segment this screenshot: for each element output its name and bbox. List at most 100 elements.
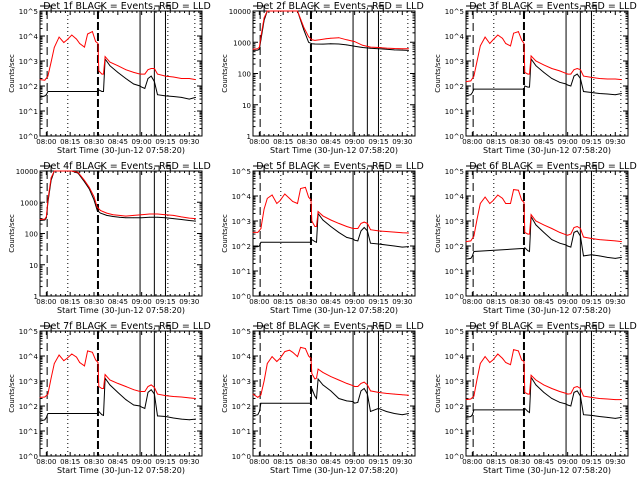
- data-point-lld: [523, 43, 525, 44]
- plot-frame: [39, 330, 203, 457]
- data-point-lld: [61, 170, 63, 172]
- data-point-events: [470, 257, 472, 259]
- data-point-lld: [614, 240, 616, 242]
- data-point-lld: [271, 356, 273, 357]
- data-point-events: [144, 408, 146, 409]
- data-point-events: [322, 219, 324, 221]
- interval-bracket: [40, 5, 52, 11]
- data-point-lld: [346, 39, 348, 41]
- y-tick-label: 10^4: [232, 353, 252, 361]
- data-point-events: [570, 85, 572, 87]
- data-point-lld: [599, 78, 600, 79]
- data-point-lld: [573, 227, 575, 228]
- data-point-lld: [346, 383, 348, 384]
- data-point-events: [573, 75, 575, 77]
- data-point-events: [591, 415, 592, 416]
- data-point-lld: [310, 358, 312, 359]
- data-point-events: [621, 416, 623, 418]
- x-axis-label: Start Time (30-Jun-12 07:58:20): [270, 466, 398, 475]
- x-tick-label: 08:30: [84, 458, 104, 466]
- data-point-events: [362, 47, 363, 48]
- data-point-events: [543, 231, 545, 233]
- interval-bracket: [253, 325, 265, 331]
- y-tick-label: 10^3: [19, 58, 38, 66]
- data-point-lld: [84, 365, 85, 367]
- x-tick-label: 09:00: [132, 458, 152, 466]
- data-point-events: [101, 91, 103, 92]
- x-tick-label: 08:45: [321, 298, 341, 306]
- data-point-events: [39, 96, 41, 98]
- data-point-events: [311, 388, 313, 389]
- y-tick-label: 10^5: [445, 168, 464, 176]
- data-point-lld: [133, 71, 135, 73]
- data-point-lld: [125, 386, 127, 387]
- data-point-events: [567, 404, 569, 406]
- chart-svg: Det 6f BLACK = Events, RED = LLD 08:00 08:…: [434, 161, 637, 315]
- series-line-lld: [253, 186, 409, 234]
- data-point-events: [149, 216, 150, 218]
- data-point-events: [551, 239, 553, 241]
- y-tick-label: 10^2: [445, 243, 464, 251]
- x-tick-label: 09:15: [155, 298, 175, 306]
- data-point-events: [527, 250, 529, 252]
- y-tick-label: 10^0: [445, 293, 464, 301]
- data-point-events: [47, 91, 49, 92]
- data-point-events: [338, 398, 340, 399]
- data-point-lld: [188, 78, 190, 79]
- data-point-lld: [260, 228, 262, 229]
- data-point-lld: [489, 362, 491, 363]
- data-point-lld: [529, 233, 530, 235]
- data-point-lld: [103, 388, 104, 389]
- data-point-events: [125, 217, 127, 219]
- data-point-lld: [95, 359, 96, 361]
- x-tick-label: 09:00: [132, 138, 152, 146]
- data-point-events: [47, 413, 49, 414]
- data-point-events: [386, 244, 387, 246]
- data-point-lld: [300, 188, 302, 189]
- plot-frame: [465, 330, 629, 457]
- data-point-lld: [39, 79, 41, 81]
- data-point-lld: [352, 385, 354, 387]
- data-point-lld: [330, 376, 332, 377]
- data-point-events: [378, 408, 379, 409]
- data-point-lld: [133, 389, 135, 391]
- data-point-lld: [573, 69, 575, 71]
- data-point-events: [393, 245, 395, 247]
- data-point-events: [524, 85, 526, 87]
- x-tick-label: 08:30: [510, 138, 530, 146]
- chart-title: Det 6f BLACK = Events, RED = LLD: [469, 161, 637, 172]
- data-point-lld: [117, 65, 119, 67]
- data-point-lld: [314, 39, 316, 41]
- data-point-lld: [195, 218, 197, 219]
- data-point-lld: [79, 362, 81, 363]
- x-tick-label: 09:30: [179, 458, 199, 466]
- data-point-lld: [310, 199, 312, 201]
- data-point-lld: [489, 43, 491, 44]
- data-point-lld: [606, 239, 608, 241]
- data-point-lld: [393, 393, 395, 395]
- data-point-events: [535, 65, 537, 67]
- series-line-events: [252, 212, 409, 248]
- data-point-lld: [297, 10, 298, 12]
- data-point-events: [330, 390, 332, 392]
- data-point-events: [370, 47, 371, 49]
- y-tick-label: 1: [34, 293, 38, 301]
- x-tick-label: 08:00: [36, 458, 56, 466]
- y-tick-label: 10000: [16, 168, 38, 176]
- x-axis-label: Start Time (30-Jun-12 07:58:20): [270, 306, 398, 315]
- data-point-lld: [386, 231, 387, 232]
- data-point-lld: [524, 391, 526, 393]
- interval-bracket: [591, 165, 597, 171]
- data-point-lld: [576, 68, 578, 69]
- data-point-lld: [529, 393, 530, 395]
- data-point-lld: [476, 60, 478, 62]
- data-point-events: [311, 43, 313, 45]
- data-point-events: [103, 415, 104, 416]
- x-axis-label: Start Time (30-Jun-12 07:58:20): [483, 146, 611, 155]
- data-point-events: [103, 91, 104, 92]
- data-point-lld: [479, 363, 481, 364]
- data-point-lld: [173, 76, 174, 78]
- data-point-lld: [476, 378, 478, 380]
- x-tick-label: 09:15: [368, 298, 388, 306]
- interval-bracket: [154, 325, 160, 331]
